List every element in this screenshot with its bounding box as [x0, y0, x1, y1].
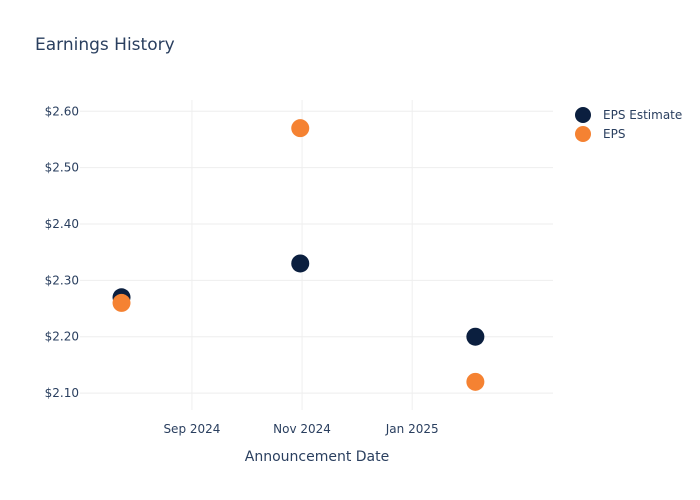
- legend-item-eps-estimate[interactable]: EPS Estimate: [575, 107, 682, 123]
- x-axis-ticks: Sep 2024 Nov 2024 Jan 2025: [163, 422, 438, 436]
- legend-item-eps[interactable]: EPS: [575, 126, 625, 142]
- x-tick-label: Jan 2025: [385, 422, 439, 436]
- legend-label: EPS Estimate: [603, 108, 682, 122]
- y-axis-ticks: $2.10 $2.20 $2.30 $2.40 $2.50 $2.60: [45, 104, 79, 400]
- x-axis-title: Announcement Date: [245, 449, 389, 465]
- eps-point[interactable]: [466, 372, 485, 391]
- legend-label: EPS: [603, 127, 625, 141]
- chart-title: Earnings History: [35, 35, 175, 55]
- y-tick-label: $2.20: [45, 330, 79, 344]
- eps-point[interactable]: [291, 119, 310, 138]
- y-tick-label: $2.10: [45, 386, 79, 400]
- legend-marker: [575, 107, 591, 123]
- legend[interactable]: EPS Estimate EPS: [575, 107, 682, 142]
- y-tick-label: $2.40: [45, 217, 79, 231]
- x-tick-label: Sep 2024: [163, 422, 220, 436]
- eps-point[interactable]: [112, 293, 131, 312]
- y-tick-label: $2.50: [45, 161, 79, 175]
- eps-estimate-point[interactable]: [466, 327, 485, 346]
- y-tick-label: $2.60: [45, 104, 79, 118]
- eps-estimate-point[interactable]: [291, 254, 310, 273]
- legend-marker: [575, 126, 591, 142]
- x-tick-label: Nov 2024: [273, 422, 331, 436]
- data-points: [112, 119, 485, 391]
- chart-grid: [80, 100, 553, 410]
- y-tick-label: $2.30: [45, 273, 79, 287]
